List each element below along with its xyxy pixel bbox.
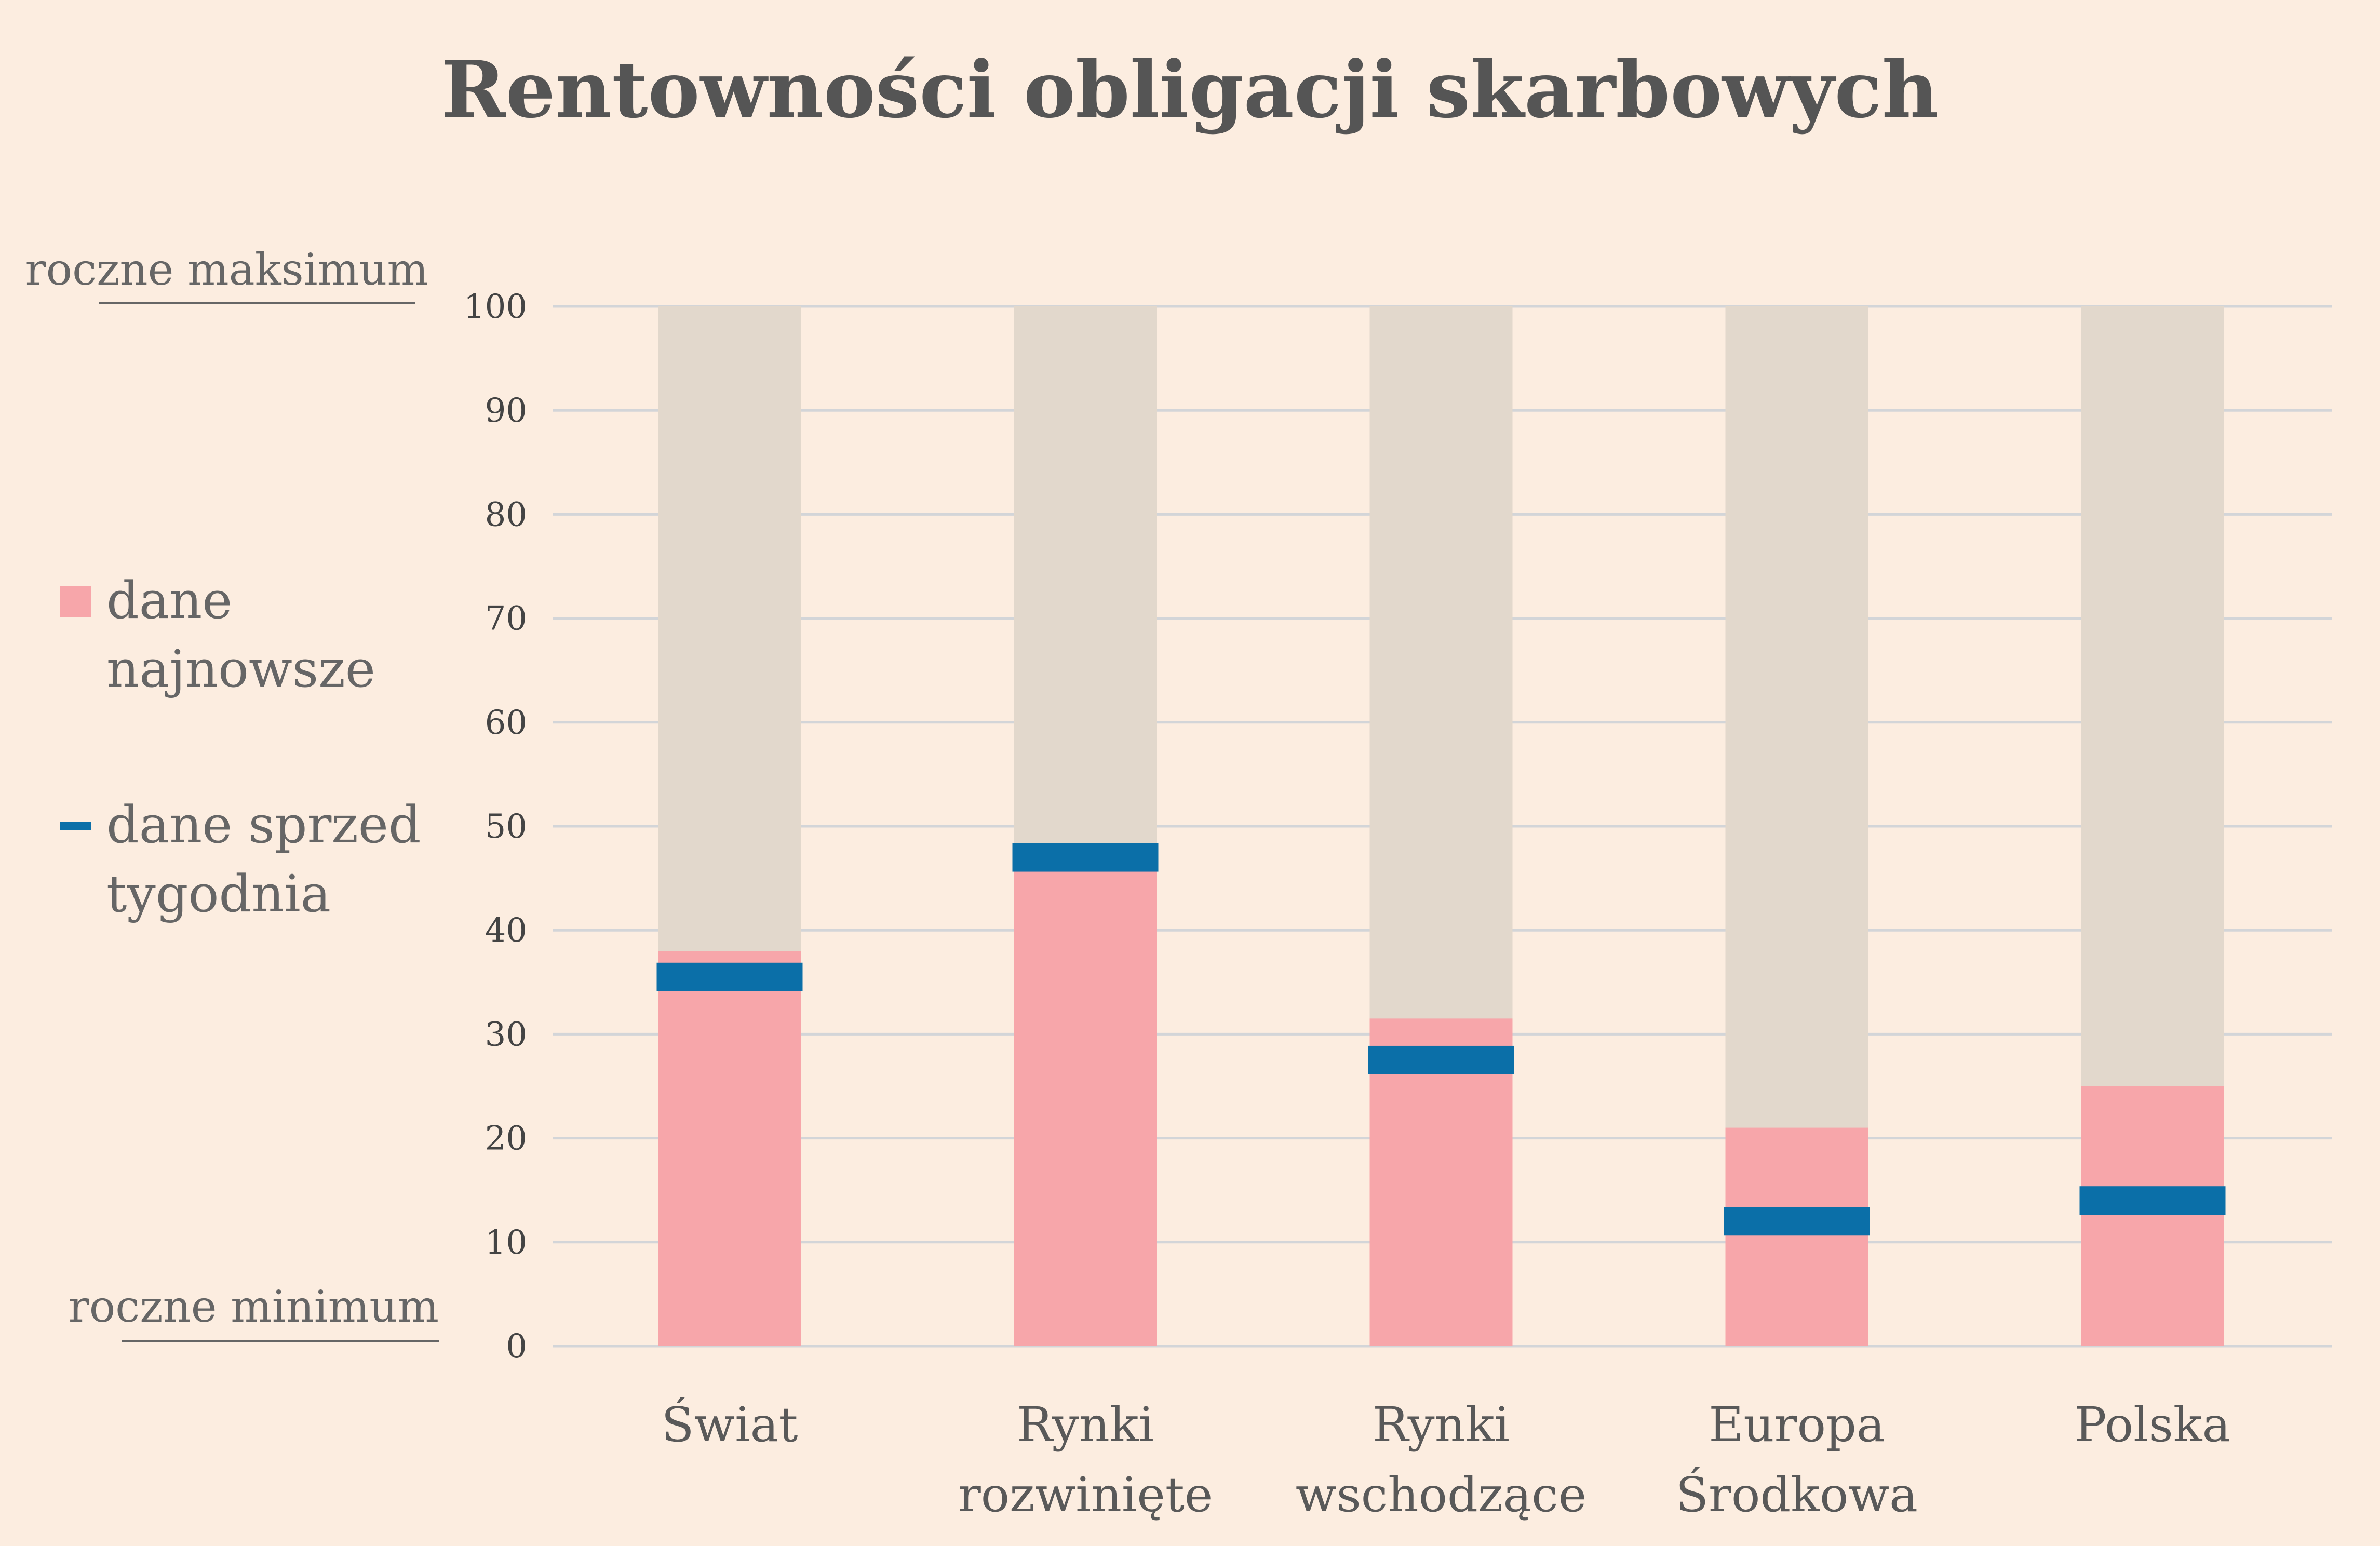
mark-week-ago-0 (656, 962, 803, 991)
legend-label-latest-line2: najnowsze (106, 640, 375, 699)
marks-week-ago (656, 843, 2226, 1236)
legend-label-week-ago-line1: dane sprzed (106, 796, 421, 855)
legend-marker-latest (60, 586, 91, 617)
legend: dane najnowsze dane sprzed tygodnia (60, 571, 421, 924)
x-tick-label-3-1: Środkowa (1676, 1467, 1918, 1523)
legend-label-week-ago-line2: tygodnia (106, 865, 331, 924)
mark-week-ago-3 (1724, 1207, 1870, 1236)
legend-label-latest-line1: dane (106, 571, 232, 630)
y-tick-label-0: 0 (506, 1327, 527, 1366)
chart-title: Rentowności obligacji skarbowych (441, 44, 1939, 136)
y-axis: 0 10 20 30 40 50 60 70 80 90 100 (464, 288, 527, 1366)
axis-note-max: roczne maksimum (25, 244, 428, 295)
y-tick-label-10: 10 (485, 1224, 527, 1262)
axis-note-min: roczne minimum (69, 1281, 439, 1332)
x-tick-label-3-0: Europa (1709, 1397, 1885, 1453)
y-tick-label-40: 40 (485, 911, 527, 950)
y-tick-label-70: 70 (485, 600, 527, 638)
mark-week-ago-4 (2079, 1186, 2226, 1215)
y-tick-label-80: 80 (485, 495, 527, 534)
bars-latest (658, 857, 2224, 1346)
bar-latest-3 (1725, 1127, 1868, 1346)
bar-latest-0 (658, 951, 801, 1346)
x-axis: Świat Rynki rozwinięte Rynki wschodzące Europ… (661, 1396, 2230, 1523)
x-tick-label-1-1: rozwinięte (958, 1467, 1213, 1523)
y-tick-label-60: 60 (485, 704, 527, 742)
mark-week-ago-2 (1368, 1045, 1514, 1074)
y-tick-label-100: 100 (464, 288, 527, 326)
x-tick-label-2-1: wschodzące (1296, 1467, 1586, 1523)
y-tick-label-20: 20 (485, 1120, 527, 1158)
bar-latest-1 (1014, 857, 1157, 1346)
mark-week-ago-1 (1012, 843, 1159, 872)
x-tick-label-1-0: Rynki (1017, 1397, 1154, 1453)
x-tick-label-4-0: Polska (2075, 1397, 2231, 1453)
y-tick-label-30: 30 (485, 1015, 527, 1054)
x-tick-label-0-0: Świat (661, 1396, 798, 1453)
y-tick-label-90: 90 (485, 392, 527, 430)
y-tick-label-50: 50 (485, 808, 527, 846)
x-tick-label-2-0: Rynki (1373, 1397, 1510, 1453)
legend-marker-week-ago (60, 822, 91, 830)
bar-latest-4 (2081, 1086, 2224, 1346)
